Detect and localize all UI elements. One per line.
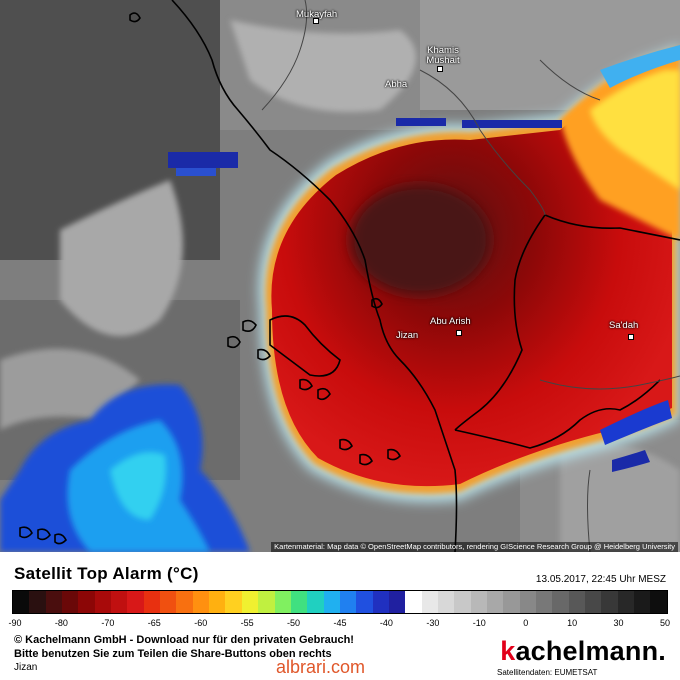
color-scale-tick: -30 <box>426 618 440 628</box>
color-scale-swatch <box>274 591 291 613</box>
city-label-abha: Abha <box>385 79 408 90</box>
color-scale-swatch <box>388 591 406 613</box>
city-label-abu-arish: Abu Arish <box>430 316 471 327</box>
color-scale-swatch <box>372 591 389 613</box>
color-scale-tick: 0 <box>523 618 529 628</box>
brand-logo: kachelmann. <box>500 636 666 667</box>
color-scale-swatch <box>111 591 128 613</box>
color-scale-swatch <box>568 591 586 613</box>
color-scale-swatch <box>45 591 63 613</box>
city-marker-mukayfah <box>313 18 319 24</box>
color-scale-tick: -60 <box>194 618 208 628</box>
color-scale-swatch <box>209 591 226 613</box>
color-scale-swatch <box>78 591 95 613</box>
color-scale-swatch <box>617 591 635 613</box>
color-scale-swatch <box>258 591 275 613</box>
city-marker-abu-arish <box>456 330 462 336</box>
city-label-jizan: Jizan <box>396 330 419 341</box>
color-scale-swatch <box>13 591 30 613</box>
color-scale-swatch <box>192 591 210 613</box>
color-scale-swatch <box>94 591 112 613</box>
color-scale-swatch <box>421 591 438 613</box>
color-scale-swatch <box>552 591 569 613</box>
share-notice: Bitte benutzen Sie zum Teilen die Share-… <box>14 648 332 660</box>
color-scale-swatch <box>225 591 242 613</box>
city-label-khamis-mushait: Khamis Mushait <box>426 45 460 66</box>
city-label-mukayfah: Mukayfah <box>296 9 338 20</box>
color-scale-swatch <box>634 591 651 613</box>
copyright-notice: © Kachelmann GmbH - Download nur für den… <box>14 634 354 646</box>
satellite-map: Mukayfah Khamis Mushait Abha Abu Arish J… <box>0 0 680 552</box>
legend-title: Satellit Top Alarm (°C) <box>14 564 199 583</box>
color-scale-swatch <box>176 591 193 613</box>
color-scale-swatch <box>241 591 259 613</box>
color-scale-tick: -55 <box>240 618 254 628</box>
legend-footer: Satellit Top Alarm (°C) 13.05.2017, 22:4… <box>0 552 680 680</box>
color-scale-tick: 50 <box>659 618 671 628</box>
color-scale-tick: 30 <box>613 618 624 628</box>
color-scale-swatch <box>585 591 602 613</box>
color-scale-swatch <box>160 591 177 613</box>
brand-logo-k: k <box>500 636 516 666</box>
city-label-sadah: Sa'dah <box>609 320 639 331</box>
color-scale-swatch <box>290 591 308 613</box>
color-scale-swatch <box>437 591 455 613</box>
color-scale-swatch <box>405 591 422 613</box>
brand-logo-text: achelmann. <box>515 636 666 666</box>
watermark: albrari.com <box>276 657 366 677</box>
color-scale-swatch <box>519 591 536 613</box>
color-scale-tick: -90 <box>8 618 22 628</box>
color-scale-swatch <box>454 591 471 613</box>
color-scale-ticks: -90 -80 -70 -65 -60 -55 -50 -45 -40 -30 -10 0 10 30 50 <box>8 618 671 630</box>
color-scale-tick: -50 <box>287 618 301 628</box>
color-scale-swatch <box>601 591 618 613</box>
city-marker-khamis-mushait <box>437 66 443 72</box>
color-scale-tick: -70 <box>101 618 115 628</box>
legend-datetime: 13.05.2017, 22:45 Uhr MESZ <box>535 574 666 585</box>
color-scale-bar <box>12 590 668 614</box>
color-scale-tick: -40 <box>379 618 393 628</box>
color-scale-swatch <box>486 591 504 613</box>
color-scale-tick: -10 <box>472 618 486 628</box>
map-attribution: Kartenmaterial: Map data © OpenStreetMap… <box>271 542 678 552</box>
data-provider: Satellitendaten: EUMETSAT <box>497 668 598 677</box>
color-scale-swatch <box>127 591 144 613</box>
color-scale-swatch <box>650 591 667 613</box>
color-scale-swatch <box>356 591 373 613</box>
color-scale-tick: 10 <box>567 618 578 628</box>
color-scale-swatch <box>29 591 46 613</box>
city-marker-sadah <box>628 334 634 340</box>
color-scale-swatch <box>62 591 79 613</box>
color-scale-tick: -65 <box>147 618 161 628</box>
color-scale-swatch <box>143 591 161 613</box>
color-scale-swatch <box>339 591 357 613</box>
color-scale-swatch <box>307 591 324 613</box>
location-label: Jizan <box>14 662 38 673</box>
color-scale-swatch <box>503 591 520 613</box>
color-scale-tick: -45 <box>333 618 347 628</box>
color-scale-swatch <box>536 591 553 613</box>
color-scale-tick: -80 <box>54 618 68 628</box>
color-scale-swatch <box>470 591 487 613</box>
satellite-imagery <box>0 0 680 552</box>
color-scale-swatch <box>323 591 340 613</box>
